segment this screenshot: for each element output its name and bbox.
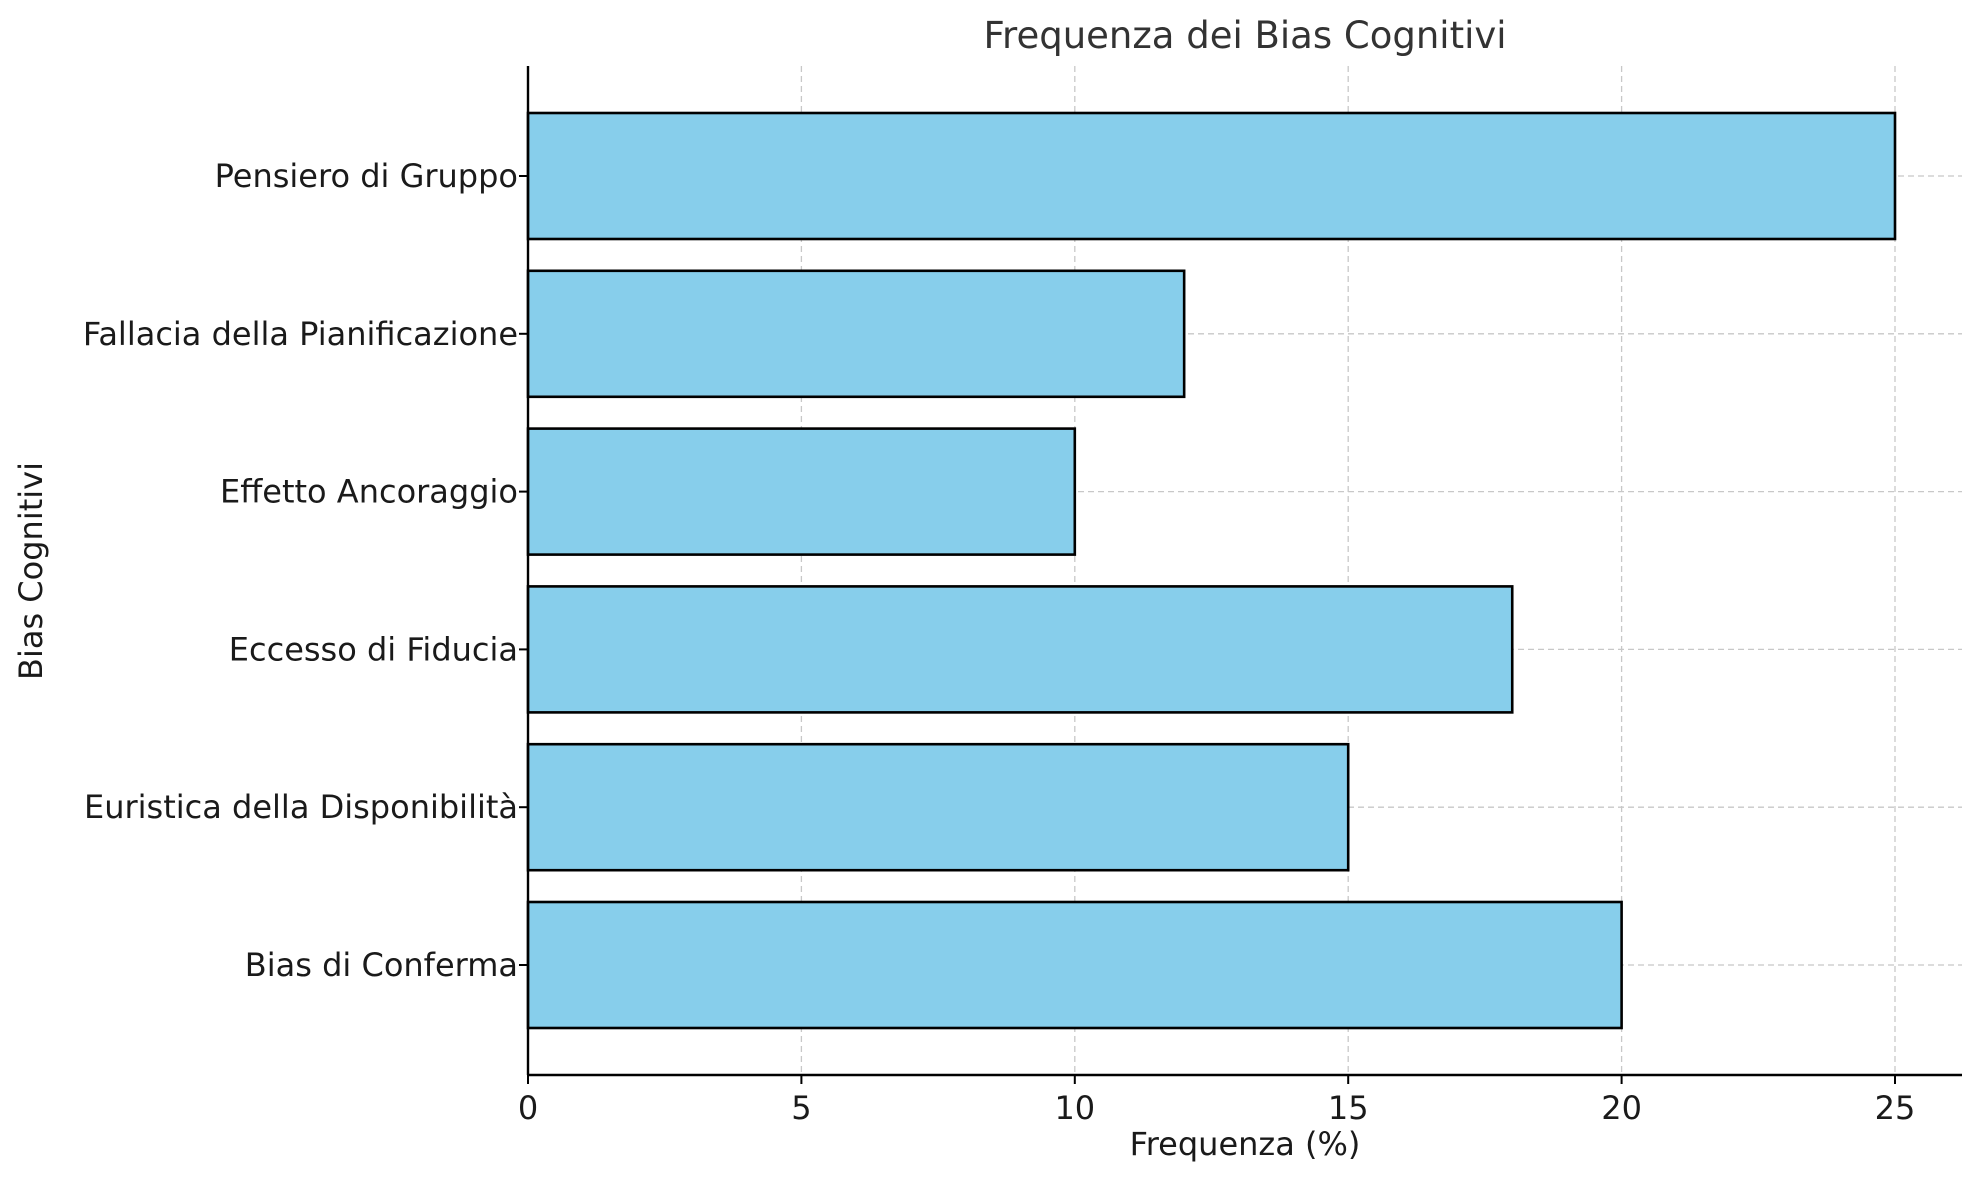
- y-tick-label: Pensiero di Gruppo: [215, 157, 518, 195]
- bar: [526, 111, 1897, 241]
- x-tick-label: 15: [1328, 1089, 1369, 1127]
- bar: [526, 427, 1077, 556]
- x-tick-label: 25: [1875, 1089, 1916, 1127]
- chart-title: Frequenza dei Bias Cognitivi: [983, 14, 1506, 57]
- y-tick-label: Fallacia della Pianificazione: [83, 315, 518, 353]
- x-axis-label: Frequenza (%): [1130, 1125, 1361, 1163]
- x-tick-label: 5: [791, 1089, 811, 1127]
- y-tick-label: Eccesso di Fiducia: [229, 630, 518, 668]
- bar: [526, 585, 1514, 714]
- bar: [526, 900, 1623, 1030]
- y-tick-label: Effetto Ancoraggio: [220, 473, 518, 511]
- bars: [526, 111, 1897, 1030]
- x-tick-label: 0: [518, 1089, 538, 1127]
- ticks: 0 5 10 15 20 25 Bias di Conferma Euristica dell…: [83, 157, 1916, 1127]
- bar: [526, 269, 1186, 399]
- y-tick-label: Bias di Conferma: [245, 946, 518, 984]
- x-tick-label: 20: [1601, 1089, 1642, 1127]
- y-tick-label: Euristica della Disponibilità: [84, 788, 518, 826]
- axes: [526, 66, 1962, 1077]
- x-tick-label: 10: [1054, 1089, 1095, 1127]
- bar: [526, 742, 1350, 872]
- y-axis-label: Bias Cognitivi: [12, 462, 50, 680]
